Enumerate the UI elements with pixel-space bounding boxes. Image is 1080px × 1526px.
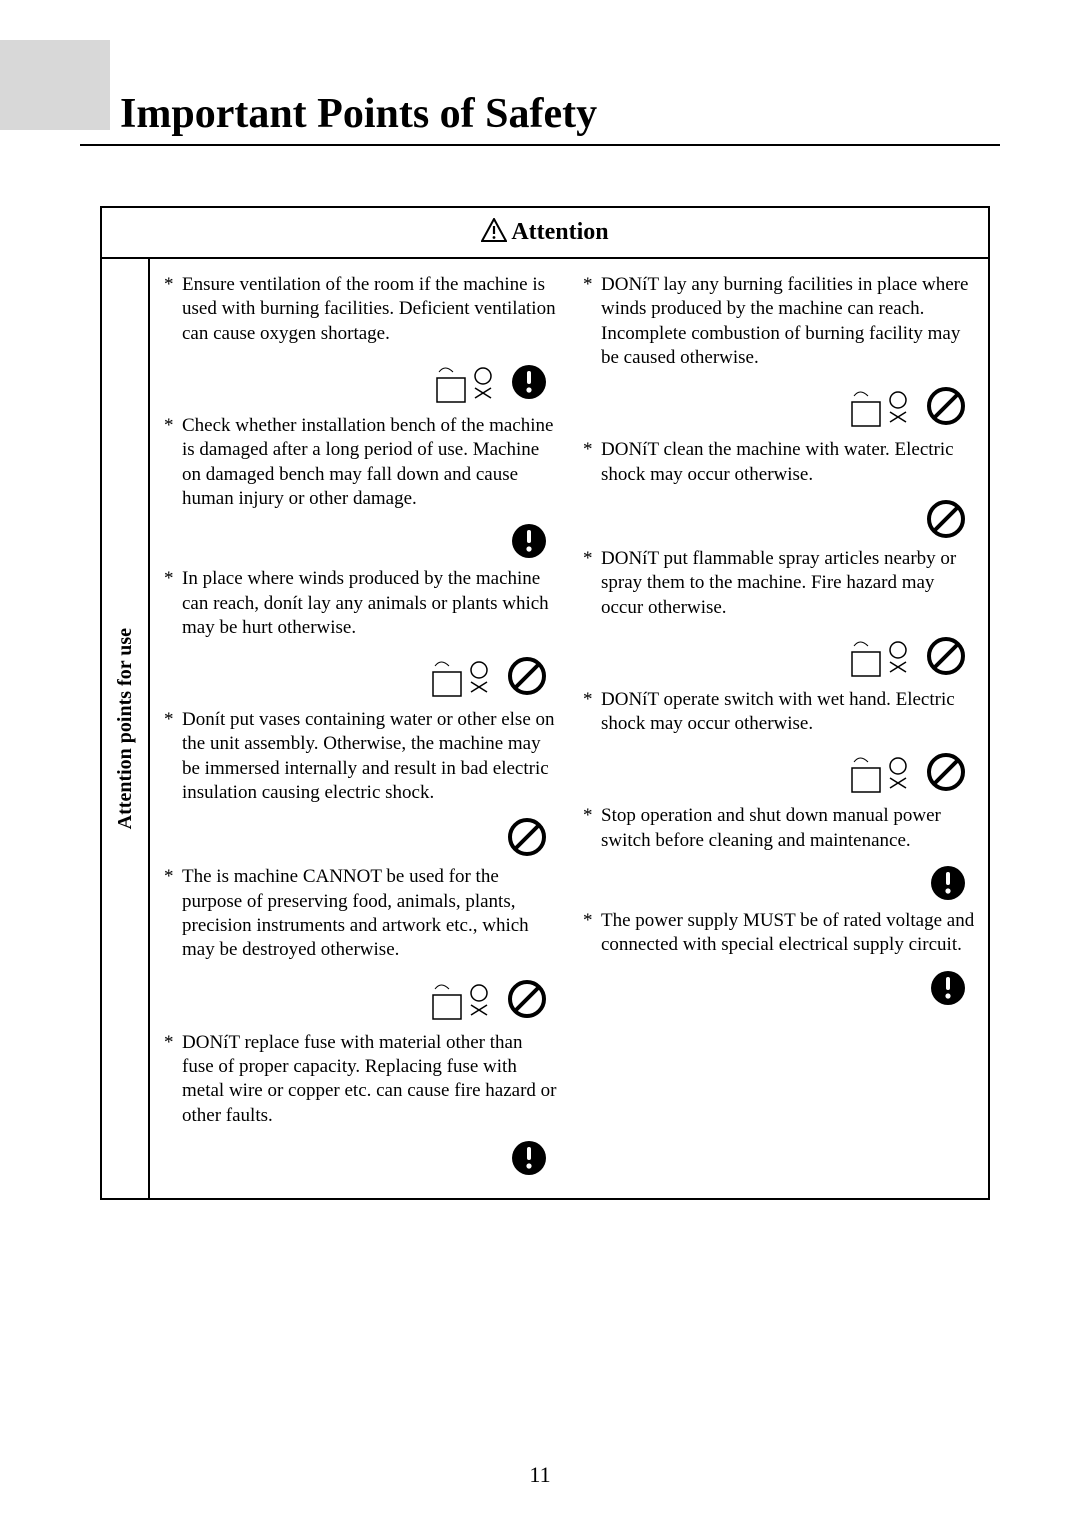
icon-row (583, 632, 966, 680)
mandatory-icon (511, 523, 547, 559)
safety-item: *DONíT replace fuse with material other … (164, 1031, 557, 1128)
left-column: *Ensure ventilation of the room if the m… (150, 259, 569, 1198)
safety-item-text: The power supply MUST be of rated voltag… (601, 909, 976, 958)
icon-row (583, 382, 966, 430)
safety-box: Attention Attention points for use *Ensu… (100, 206, 990, 1200)
content-row: Attention points for use *Ensure ventila… (102, 259, 988, 1198)
mandatory-icon (930, 865, 966, 901)
page-content: Important Points of Safety Attention Att… (0, 0, 1080, 1526)
page-number: 11 (0, 1462, 1080, 1488)
icon-row (164, 975, 547, 1023)
illustration-icon (848, 382, 918, 430)
safety-item-text: Check whether installation bench of the … (182, 414, 557, 511)
illustration-icon (429, 975, 499, 1023)
safety-item: *Check whether installation bench of the… (164, 414, 557, 511)
prohibit-icon (507, 656, 547, 696)
title-underline (80, 144, 1000, 146)
asterisk: * (164, 273, 182, 346)
icon-row (164, 358, 547, 406)
safety-item-text: DONíT lay any burning facilities in plac… (601, 273, 976, 370)
icon-row (164, 652, 547, 700)
safety-item: *In place where winds produced by the ma… (164, 567, 557, 640)
warning-triangle-icon (481, 218, 507, 249)
safety-item: *Stop operation and shut down manual pow… (583, 804, 976, 853)
safety-item: *DONíT clean the machine with water. Ele… (583, 438, 976, 487)
safety-item-text: The is machine CANNOT be used for the pu… (182, 865, 557, 962)
icon-row (583, 865, 966, 901)
page-title: Important Points of Safety (120, 90, 1000, 138)
asterisk: * (583, 909, 601, 958)
safety-item: *DONíT operate switch with wet hand. Ele… (583, 688, 976, 737)
asterisk: * (164, 865, 182, 962)
illustration-icon (848, 632, 918, 680)
attention-header: Attention (102, 208, 988, 259)
asterisk: * (583, 804, 601, 853)
asterisk: * (164, 1031, 182, 1128)
safety-item-text: Stop operation and shut down manual powe… (601, 804, 976, 853)
icon-row (164, 817, 547, 857)
prohibit-icon (507, 979, 547, 1019)
asterisk: * (164, 708, 182, 805)
safety-item-text: Ensure ventilation of the room if the ma… (182, 273, 557, 346)
icon-row (583, 499, 966, 539)
mandatory-icon (511, 364, 547, 400)
asterisk: * (583, 688, 601, 737)
mandatory-icon (930, 970, 966, 1006)
illustration-icon (433, 358, 503, 406)
prohibit-icon (926, 752, 966, 792)
illustration-icon (429, 652, 499, 700)
prohibit-icon (926, 499, 966, 539)
icon-row (164, 1140, 547, 1176)
attention-label: Attention (511, 219, 608, 245)
icon-row (583, 748, 966, 796)
mandatory-icon (511, 1140, 547, 1176)
safety-item: *The is machine CANNOT be used for the p… (164, 865, 557, 962)
safety-item-text: Donít put vases containing water or othe… (182, 708, 557, 805)
safety-item: *Donít put vases containing water or oth… (164, 708, 557, 805)
safety-item-text: DONíT put flammable spray articles nearb… (601, 547, 976, 620)
safety-item: *The power supply MUST be of rated volta… (583, 909, 976, 958)
prohibit-icon (507, 817, 547, 857)
safety-item: *DONíT lay any burning facilities in pla… (583, 273, 976, 370)
asterisk: * (164, 567, 182, 640)
safety-item: *DONíT put flammable spray articles near… (583, 547, 976, 620)
columns: *Ensure ventilation of the room if the m… (150, 259, 988, 1198)
right-column: *DONíT lay any burning facilities in pla… (569, 259, 988, 1198)
safety-item-text: DONíT replace fuse with material other t… (182, 1031, 557, 1128)
icon-row (583, 970, 966, 1006)
prohibit-icon (926, 636, 966, 676)
asterisk: * (583, 547, 601, 620)
prohibit-icon (926, 386, 966, 426)
icon-row (164, 523, 547, 559)
asterisk: * (164, 414, 182, 511)
safety-item-text: In place where winds produced by the mac… (182, 567, 557, 640)
illustration-icon (848, 748, 918, 796)
safety-item-text: DONíT clean the machine with water. Elec… (601, 438, 976, 487)
safety-item-text: DONíT operate switch with wet hand. Elec… (601, 688, 976, 737)
asterisk: * (583, 273, 601, 370)
side-label: Attention points for use (114, 628, 137, 829)
side-label-cell: Attention points for use (102, 259, 150, 1198)
asterisk: * (583, 438, 601, 487)
safety-item: *Ensure ventilation of the room if the m… (164, 273, 557, 346)
